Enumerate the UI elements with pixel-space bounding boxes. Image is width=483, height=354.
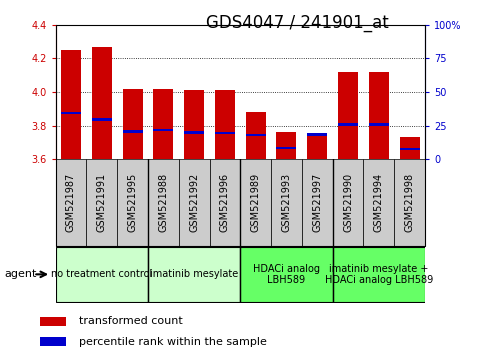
Bar [246, 133, 266, 136]
Bar [307, 134, 327, 159]
FancyBboxPatch shape [302, 159, 333, 246]
Bar [61, 112, 81, 114]
Text: GSM521988: GSM521988 [158, 173, 168, 232]
FancyBboxPatch shape [148, 247, 240, 302]
Bar [307, 133, 327, 136]
Text: GSM521997: GSM521997 [313, 173, 322, 232]
Text: GSM521990: GSM521990 [343, 173, 353, 232]
Bar [153, 89, 173, 159]
Text: GSM521993: GSM521993 [282, 173, 291, 232]
Text: GSM521989: GSM521989 [251, 173, 261, 232]
FancyBboxPatch shape [86, 159, 117, 246]
FancyBboxPatch shape [56, 159, 86, 246]
Bar [61, 50, 81, 159]
Bar [246, 112, 266, 159]
Text: GSM521991: GSM521991 [97, 173, 107, 232]
Bar [215, 90, 235, 159]
Bar [153, 129, 173, 131]
Text: no treatment control: no treatment control [51, 269, 152, 279]
FancyBboxPatch shape [56, 247, 148, 302]
Text: imatinib mesylate: imatinib mesylate [150, 269, 238, 279]
Text: transformed count: transformed count [79, 316, 183, 326]
Text: GSM521996: GSM521996 [220, 173, 230, 232]
FancyBboxPatch shape [271, 159, 302, 246]
FancyBboxPatch shape [179, 159, 210, 246]
Bar [276, 132, 297, 159]
Bar [40, 337, 66, 346]
Bar [338, 124, 358, 126]
FancyBboxPatch shape [333, 159, 364, 246]
FancyBboxPatch shape [240, 159, 271, 246]
Bar [184, 131, 204, 134]
Bar [92, 47, 112, 159]
Text: GSM521992: GSM521992 [189, 173, 199, 232]
Bar [369, 124, 389, 126]
Text: GSM521994: GSM521994 [374, 173, 384, 232]
Text: GSM521987: GSM521987 [66, 173, 76, 232]
Bar [215, 132, 235, 134]
FancyBboxPatch shape [394, 159, 425, 246]
FancyBboxPatch shape [210, 159, 240, 246]
Bar [184, 90, 204, 159]
Text: agent: agent [5, 269, 37, 279]
Bar [123, 89, 142, 159]
Bar [123, 130, 142, 133]
FancyBboxPatch shape [117, 159, 148, 246]
Bar [399, 137, 420, 159]
FancyBboxPatch shape [364, 159, 394, 246]
Text: GDS4047 / 241901_at: GDS4047 / 241901_at [207, 14, 389, 32]
Bar [338, 72, 358, 159]
Bar [276, 147, 297, 149]
Text: GSM521998: GSM521998 [405, 173, 414, 232]
Text: percentile rank within the sample: percentile rank within the sample [79, 337, 267, 347]
Text: GSM521995: GSM521995 [128, 173, 138, 232]
Text: HDACi analog
LBH589: HDACi analog LBH589 [253, 263, 320, 285]
Bar [399, 148, 420, 150]
Text: imatinib mesylate +
HDACi analog LBH589: imatinib mesylate + HDACi analog LBH589 [325, 263, 433, 285]
FancyBboxPatch shape [148, 159, 179, 246]
Bar [40, 316, 66, 326]
Bar [92, 119, 112, 121]
FancyBboxPatch shape [333, 247, 425, 302]
Bar [369, 72, 389, 159]
FancyBboxPatch shape [240, 247, 333, 302]
